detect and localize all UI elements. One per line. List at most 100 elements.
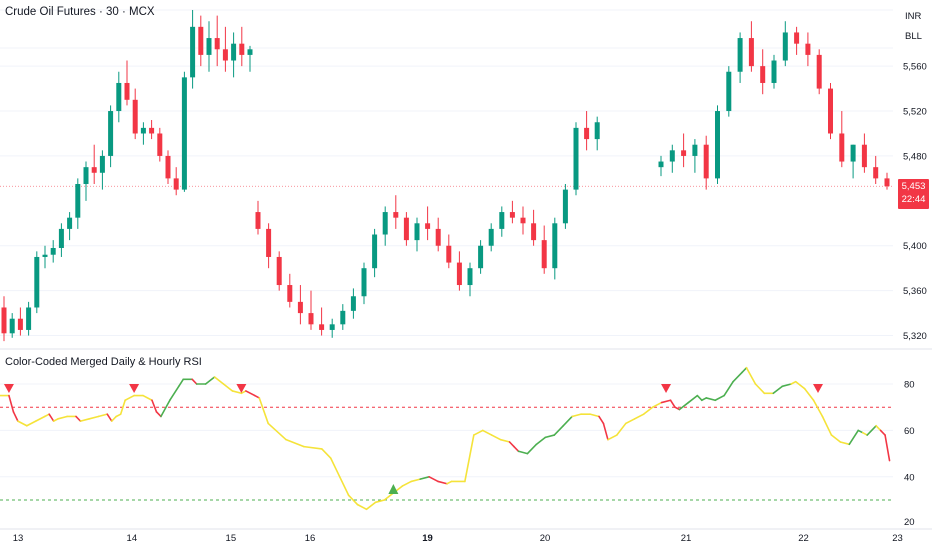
rsi-segment [790, 380, 797, 385]
candle-down [157, 133, 163, 156]
rsi-segment [303, 445, 323, 450]
rsi-segment [642, 406, 654, 415]
rsi-segment [490, 434, 502, 441]
rsi-segment [544, 434, 556, 439]
candle-up [467, 268, 473, 286]
candle-down [828, 88, 833, 134]
candle-up [478, 245, 484, 269]
candle-up [771, 60, 777, 83]
candle-down [308, 313, 314, 325]
rsi-segment [267, 422, 287, 441]
candle-down [393, 212, 399, 218]
candle-down [805, 43, 811, 55]
sell-signal-icon [661, 384, 672, 393]
candle-up [108, 111, 114, 156]
candle-up [26, 307, 32, 330]
rsi-segment [517, 450, 529, 455]
rsi-segment [43, 413, 50, 418]
candle-down [541, 240, 547, 269]
rsi-segment [142, 394, 153, 402]
rsi-segment [160, 399, 171, 418]
candle-down [794, 32, 800, 44]
rsi-segment [169, 385, 180, 402]
rsi-segment [481, 429, 493, 436]
candle-up [562, 189, 568, 224]
rsi-segment [151, 399, 158, 413]
rsi-tick-label: 40 [904, 472, 915, 483]
candle-down [520, 217, 526, 224]
rsi-segment [839, 441, 851, 446]
last-price-badge: 5,453 22:44 [898, 179, 929, 209]
last-price-value: 5,453 [901, 181, 926, 192]
candle-down [165, 155, 171, 179]
candle-up [247, 49, 253, 55]
rsi-segment [553, 424, 565, 436]
candle-up [34, 256, 40, 308]
candle-up [850, 144, 856, 162]
rsi-tick-label: 20 [904, 517, 915, 528]
sell-signal-icon [3, 384, 14, 393]
rsi-segment [857, 429, 864, 434]
rsi-segment [660, 399, 672, 404]
time-tick-label: 23 [892, 533, 903, 544]
rsi-segment [437, 480, 448, 485]
time-tick-label: 21 [681, 533, 692, 544]
candles [1, 10, 890, 342]
candle-down [17, 318, 23, 330]
candle-up [594, 122, 600, 140]
rsi-segment [419, 475, 430, 480]
candle-up [414, 223, 420, 241]
rsi-segment [687, 394, 699, 404]
rsi-segment [321, 448, 332, 460]
candle-up [737, 38, 743, 72]
rsi-segment [115, 413, 122, 418]
rsi-segment [589, 413, 600, 418]
rsi-segment [464, 434, 475, 483]
candle-up [181, 77, 187, 190]
rsi-segment [88, 415, 100, 420]
candle-down [446, 245, 452, 263]
rsi-segment [700, 397, 708, 402]
candle-up [99, 155, 105, 173]
candle-up [726, 71, 732, 112]
candle-down [198, 26, 204, 55]
candle-down [748, 38, 754, 67]
rsi-segment [245, 390, 256, 397]
candle-up [329, 324, 335, 330]
rsi-segment [365, 501, 377, 511]
rsi-segment [705, 397, 717, 402]
rsi-segment [473, 429, 484, 436]
rsi-tick-label: 60 [904, 426, 915, 437]
rsi-segment [745, 366, 757, 385]
indicator-title: Color-Coded Merged Daily & Hourly RSI [5, 356, 202, 368]
time-tick-label: 14 [127, 533, 138, 544]
candle-up [340, 310, 346, 325]
rsi-segment [285, 438, 305, 448]
rsi-segment [338, 475, 350, 497]
candle-up [140, 127, 146, 134]
rsi-segment [401, 480, 413, 487]
candle-down [132, 99, 138, 134]
candle-up [75, 184, 81, 218]
candle-down [760, 66, 766, 83]
candle-up [715, 111, 720, 179]
candle-up [58, 228, 64, 248]
rsi-segment [651, 401, 663, 409]
rsi-segment [602, 422, 609, 441]
rsi-segment [383, 492, 395, 501]
candle-down [214, 38, 220, 50]
candle-up [50, 247, 56, 255]
candle-down [173, 178, 179, 190]
rsi-segment [535, 436, 547, 446]
rsi-segment [508, 441, 515, 448]
rsi-segment [204, 376, 216, 385]
price-tick-label: 5,400 [903, 241, 927, 252]
price-tick-label: 5,560 [903, 62, 927, 73]
rsi-segment [803, 387, 815, 402]
candle-down [222, 49, 228, 61]
candle-down [531, 223, 537, 241]
rsi-segment [812, 399, 824, 418]
rsi-segment [231, 390, 243, 395]
sell-signal-icon [813, 384, 824, 393]
